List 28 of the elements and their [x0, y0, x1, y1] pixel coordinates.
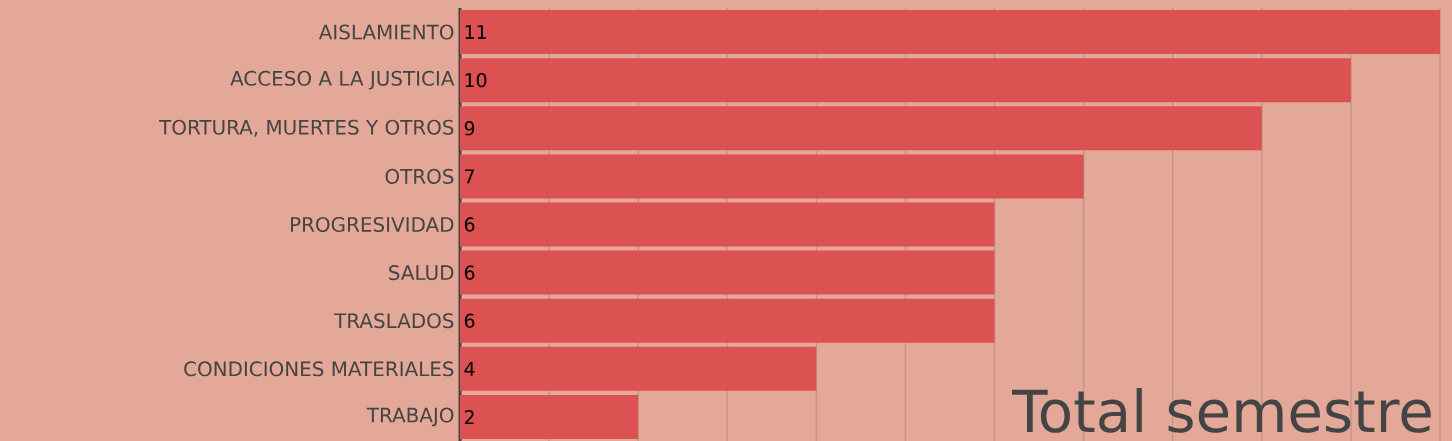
- y-tick-label: PROGRESIVIDAD: [291, 216, 454, 233]
- data-label: 6: [464, 313, 475, 328]
- y-tick-label: ACCESO A LA JUSTICIA: [230, 70, 455, 90]
- y-tick-label: OTROS: [385, 168, 454, 184]
- data-label: 2: [464, 409, 474, 424]
- data-label: 10: [465, 73, 487, 88]
- data-label: 7: [465, 169, 474, 184]
- bar: [460, 250, 995, 295]
- bar: [460, 394, 639, 439]
- bar: [460, 298, 995, 343]
- bar: [460, 346, 817, 391]
- data-label: 4: [464, 361, 475, 376]
- data-label: 11: [465, 25, 486, 39]
- data-label: 6: [464, 265, 475, 280]
- y-tick-label: TRABAJO: [366, 407, 454, 427]
- y-tick-label: TORTURA, MUERTES Y OTROS: [159, 119, 454, 137]
- bar: [460, 202, 995, 247]
- bar: [460, 106, 1262, 151]
- data-label: 6: [464, 217, 475, 232]
- bar: [460, 10, 1441, 55]
- y-tick-label: SALUD: [389, 265, 454, 281]
- bar: [460, 58, 1351, 103]
- text: Total semestre: [1012, 388, 1431, 433]
- data-label: 9: [464, 121, 475, 136]
- bar: [460, 154, 1084, 199]
- y-tick-label: TRASLADOS: [334, 313, 454, 329]
- y-tick-label: AISLAMIENTO: [318, 24, 454, 40]
- y-tick-label: CONDICIONES MATERIALES: [184, 361, 454, 377]
